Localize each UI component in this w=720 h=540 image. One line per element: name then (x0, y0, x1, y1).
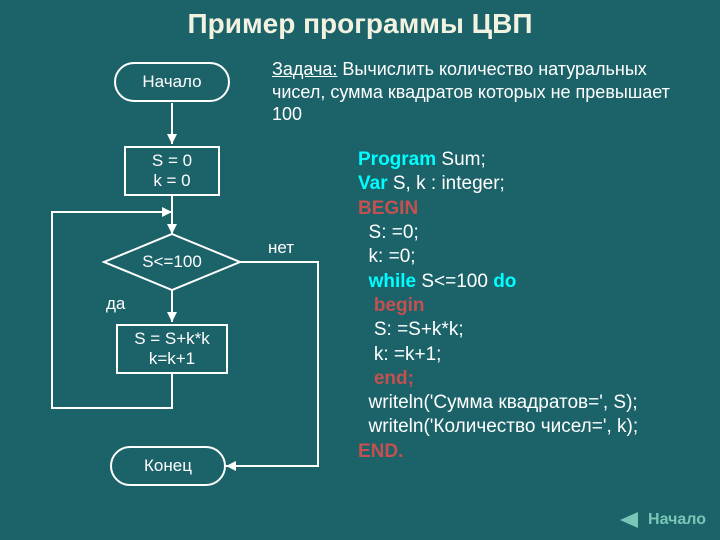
flow-init-label: S = 0 k = 0 (152, 151, 192, 190)
flow-no-label: нет (268, 238, 294, 258)
kw-end-inner: end; (358, 368, 414, 389)
triangle-left-icon (614, 510, 642, 530)
flow-body: S = S+k*k k=k+1 (116, 324, 228, 374)
task-text: Задача: Вычислить количество натуральных… (272, 58, 702, 126)
flow-init: S = 0 k = 0 (124, 146, 220, 196)
flow-start-label: Начало (142, 72, 201, 92)
flow-cond-label: S<=100 (118, 250, 226, 274)
nav-start-button[interactable]: Начало (614, 510, 706, 530)
nav-start-label: Начало (648, 511, 706, 529)
kw-begin: BEGIN (358, 198, 418, 219)
kw-while: while (369, 271, 417, 292)
kw-var: Var (358, 173, 388, 194)
flow-end-label: Конец (144, 456, 192, 476)
kw-begin-inner: begin (358, 295, 425, 316)
kw-program: Program (358, 149, 436, 170)
flow-end: Конец (110, 446, 226, 486)
flow-start: Начало (114, 62, 230, 102)
task-label: Задача: (272, 59, 337, 79)
code-block: Program Sum; Var S, k : integer; BEGIN S… (358, 148, 638, 464)
kw-end: END. (358, 441, 403, 462)
page-title: Пример программы ЦВП (0, 8, 720, 40)
kw-do: do (493, 271, 516, 292)
flow-yes-label: да (106, 294, 125, 314)
flow-body-label: S = S+k*k k=k+1 (134, 329, 210, 368)
